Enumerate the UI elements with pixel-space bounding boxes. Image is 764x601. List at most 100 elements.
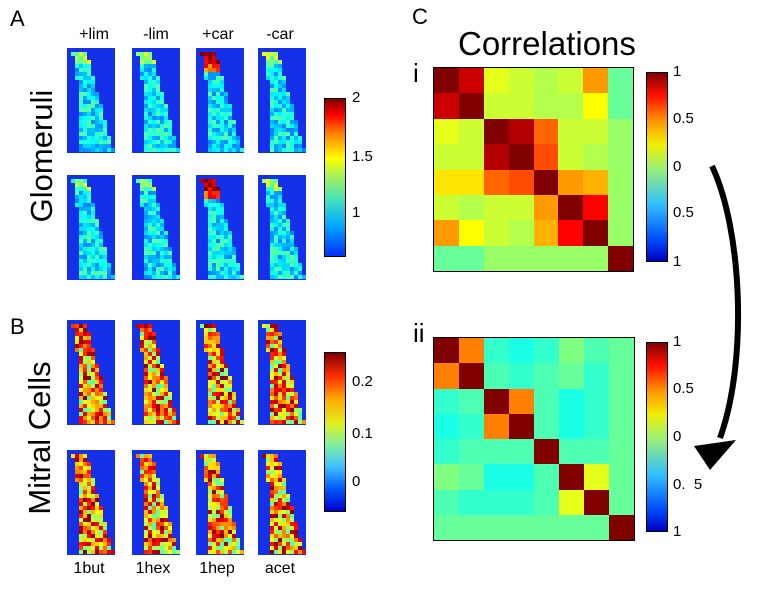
matrix-cell bbox=[459, 413, 484, 439]
matrix-cell bbox=[434, 413, 459, 439]
matrix-cell bbox=[558, 194, 584, 221]
mitral-colorbar-tick: 0 bbox=[352, 473, 361, 490]
matrix-cell bbox=[434, 439, 459, 465]
matrix-cell bbox=[434, 93, 459, 119]
column-label-minus-car: -car bbox=[266, 26, 294, 43]
matrix-cell bbox=[458, 93, 484, 119]
matrix-cell bbox=[533, 169, 559, 195]
column-label-minus-lim: -lim bbox=[143, 26, 169, 43]
matrix-cell bbox=[609, 363, 634, 389]
matrix-cell bbox=[609, 489, 634, 515]
matrix-cell bbox=[484, 514, 509, 540]
activity-map bbox=[67, 320, 115, 425]
activity-map bbox=[132, 450, 180, 555]
matrix-cell bbox=[559, 338, 584, 364]
matrix-cell bbox=[434, 464, 459, 490]
matrix-cell bbox=[609, 514, 634, 540]
matrix-cell bbox=[558, 169, 584, 195]
matrix-cell bbox=[509, 439, 534, 465]
matrix-cell bbox=[609, 338, 634, 364]
matrix-cell bbox=[434, 169, 459, 195]
matrix-cell bbox=[508, 93, 534, 119]
glomeruli-colorbar bbox=[324, 98, 346, 257]
matrix-cell bbox=[434, 363, 459, 389]
matrix-cell bbox=[434, 514, 459, 540]
matrix-cell bbox=[583, 220, 609, 246]
column-label-plus-car: +car bbox=[202, 26, 234, 43]
matrix-cell bbox=[484, 489, 509, 515]
matrix-cell bbox=[558, 245, 584, 271]
matrix-cell bbox=[608, 169, 633, 195]
matrix-cell bbox=[509, 363, 534, 389]
matrix-cell bbox=[434, 194, 459, 221]
sub-label-i: i bbox=[413, 58, 419, 88]
correlation-matrix-i bbox=[433, 67, 634, 272]
matrix-cell bbox=[534, 464, 559, 490]
matrix-cell bbox=[584, 464, 609, 490]
matrix-cell bbox=[483, 169, 509, 195]
matrix-cell bbox=[608, 144, 633, 170]
activity-map bbox=[196, 48, 244, 153]
activity-map bbox=[67, 450, 115, 555]
panel-letter-a: A bbox=[10, 6, 25, 31]
column-label-1hex: 1hex bbox=[135, 560, 171, 577]
matrix-cell bbox=[558, 93, 584, 119]
activity-map bbox=[67, 48, 115, 153]
activity-map bbox=[196, 450, 244, 555]
matrix-cell bbox=[559, 514, 584, 540]
matrix-cell bbox=[434, 144, 459, 170]
matrix-cell bbox=[558, 68, 584, 94]
column-label-1but: 1but bbox=[73, 560, 105, 577]
activity-map bbox=[258, 48, 306, 153]
matrix-cell bbox=[534, 363, 559, 389]
glomeruli-colorbar-tick: 1.5 bbox=[352, 148, 373, 165]
matrix-cell bbox=[608, 220, 633, 246]
activity-map bbox=[258, 320, 306, 425]
matrix-cell bbox=[484, 388, 509, 414]
matrix-cell bbox=[508, 144, 534, 170]
panel-letter-c: C bbox=[412, 4, 428, 29]
matrix-cell bbox=[608, 118, 633, 145]
matrix-cell bbox=[608, 68, 633, 94]
matrix-cell bbox=[583, 118, 609, 145]
matrix-cell bbox=[583, 245, 609, 271]
matrix-cell bbox=[459, 464, 484, 490]
matrix-cell bbox=[458, 169, 484, 195]
matrix-cell bbox=[509, 413, 534, 439]
matrix-cell bbox=[533, 245, 559, 271]
colorbar-ii-tick: 0.5 bbox=[673, 380, 694, 397]
matrix-cell bbox=[434, 388, 459, 414]
matrix-cell bbox=[583, 144, 609, 170]
matrix-cell bbox=[584, 388, 609, 414]
mitral-colorbar bbox=[324, 352, 346, 512]
colorbar-i-tick: 0 bbox=[673, 158, 682, 175]
matrix-cell bbox=[559, 489, 584, 515]
matrix-cell bbox=[559, 363, 584, 389]
matrix-cell bbox=[609, 388, 634, 414]
matrix-cell bbox=[509, 514, 534, 540]
matrix-cell bbox=[458, 245, 484, 271]
matrix-cell bbox=[534, 388, 559, 414]
matrix-cell bbox=[558, 144, 584, 170]
matrix-cell bbox=[459, 338, 484, 364]
matrix-cell bbox=[533, 220, 559, 246]
matrix-cell bbox=[534, 514, 559, 540]
matrix-cell bbox=[434, 220, 459, 246]
matrix-cell bbox=[584, 489, 609, 515]
column-label-acet: acet bbox=[264, 560, 296, 577]
matrix-cell bbox=[534, 338, 559, 364]
matrix-cell bbox=[458, 194, 484, 221]
matrix-cell bbox=[533, 68, 559, 94]
activity-map bbox=[67, 175, 115, 280]
matrix-cell bbox=[508, 245, 534, 271]
matrix-cell bbox=[509, 338, 534, 364]
colorbar-i bbox=[646, 72, 668, 262]
matrix-cell bbox=[609, 413, 634, 439]
matrix-cell bbox=[484, 363, 509, 389]
matrix-cell bbox=[434, 245, 459, 271]
matrix-cell bbox=[584, 338, 609, 364]
matrix-cell bbox=[458, 68, 484, 94]
colorbar-ii-tick: 0 bbox=[673, 428, 682, 445]
colorbar-ii bbox=[646, 342, 668, 532]
matrix-cell bbox=[534, 489, 559, 515]
